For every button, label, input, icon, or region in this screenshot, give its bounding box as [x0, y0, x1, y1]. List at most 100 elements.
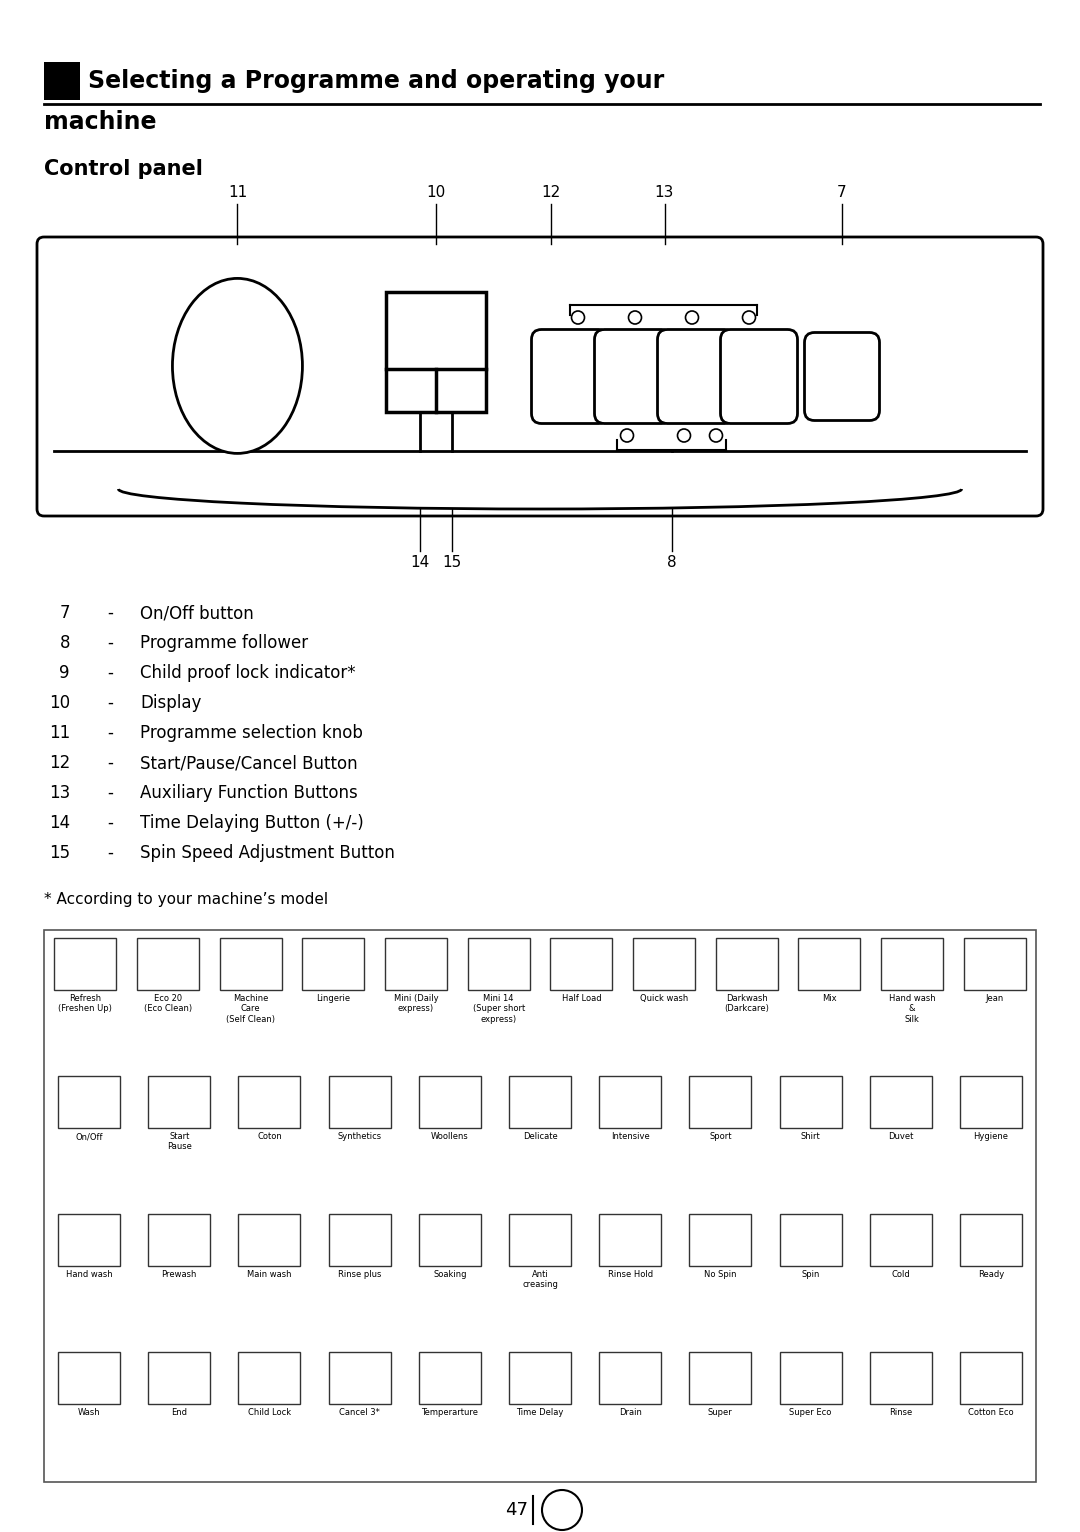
Bar [960, 1213, 1022, 1265]
Bar [509, 1353, 571, 1403]
Text: 11: 11 [49, 725, 70, 741]
Bar [509, 1213, 571, 1265]
Text: 13: 13 [654, 185, 674, 201]
Bar [386, 291, 486, 412]
Bar [780, 1075, 841, 1128]
Text: Synthetics: Synthetics [338, 1132, 381, 1141]
Text: 7: 7 [59, 604, 70, 622]
Bar [419, 1075, 481, 1128]
Text: 10: 10 [49, 694, 70, 712]
Text: On/Off: On/Off [76, 1132, 103, 1141]
Circle shape [710, 429, 723, 443]
Text: Programme selection knob: Programme selection knob [140, 725, 363, 741]
Bar [54, 938, 117, 990]
Text: No Spin: No Spin [704, 1270, 737, 1279]
Text: Anti
creasing: Anti creasing [522, 1270, 558, 1290]
Bar [419, 1213, 481, 1265]
FancyBboxPatch shape [805, 332, 879, 420]
Text: Refresh
(Freshen Up): Refresh (Freshen Up) [58, 994, 112, 1013]
Bar [137, 938, 199, 990]
Text: Time Delay: Time Delay [516, 1408, 564, 1417]
Bar [239, 1075, 300, 1128]
Bar [148, 1075, 211, 1128]
Text: 9: 9 [59, 663, 70, 682]
Bar [58, 1353, 120, 1403]
Text: Cold: Cold [891, 1270, 910, 1279]
Text: Jean: Jean [986, 994, 1003, 1003]
FancyBboxPatch shape [658, 329, 734, 423]
Bar [869, 1353, 932, 1403]
Bar [302, 938, 364, 990]
Text: machine: machine [44, 110, 157, 133]
FancyBboxPatch shape [594, 329, 672, 423]
Text: Lingerie: Lingerie [316, 994, 350, 1003]
FancyBboxPatch shape [531, 329, 608, 423]
Bar [963, 938, 1026, 990]
Text: Half Load: Half Load [562, 994, 602, 1003]
Text: Spin Speed Adjustment Button: Spin Speed Adjustment Button [140, 844, 395, 863]
Circle shape [743, 311, 756, 323]
Ellipse shape [173, 279, 302, 453]
Bar [328, 1075, 391, 1128]
Text: Temperarture: Temperarture [421, 1408, 478, 1417]
Text: Shirt: Shirt [800, 1132, 821, 1141]
Circle shape [571, 311, 584, 323]
Text: Start
Pause: Start Pause [166, 1132, 192, 1152]
Text: Child Lock: Child Lock [248, 1408, 291, 1417]
Bar [239, 1213, 300, 1265]
Circle shape [621, 429, 634, 443]
Bar [239, 1353, 300, 1403]
Bar [468, 938, 529, 990]
Bar [328, 1353, 391, 1403]
Bar [328, 1213, 391, 1265]
Text: Spin: Spin [801, 1270, 820, 1279]
Text: Cancel 3*: Cancel 3* [339, 1408, 380, 1417]
Text: 15: 15 [49, 844, 70, 863]
Text: 7: 7 [837, 185, 847, 201]
Text: Rinse: Rinse [889, 1408, 913, 1417]
Text: Mini 14
(Super short
express): Mini 14 (Super short express) [473, 994, 525, 1023]
Bar [869, 1075, 932, 1128]
Text: * According to your machine’s model: * According to your machine’s model [44, 892, 328, 907]
Text: Quick wash: Quick wash [639, 994, 688, 1003]
Bar [44, 930, 1036, 1481]
Circle shape [542, 1491, 582, 1530]
Bar [219, 938, 282, 990]
Text: 5: 5 [53, 69, 70, 93]
Bar [599, 1353, 661, 1403]
Text: Ready: Ready [977, 1270, 1004, 1279]
Text: -: - [107, 784, 113, 801]
Bar [384, 938, 447, 990]
Bar [419, 1353, 481, 1403]
Text: End: End [172, 1408, 187, 1417]
Bar [798, 938, 861, 990]
Bar [44, 61, 80, 100]
Text: 15: 15 [442, 555, 461, 570]
Text: 14: 14 [49, 813, 70, 832]
Text: Darkwash
(Darkcare): Darkwash (Darkcare) [725, 994, 769, 1013]
Text: Coton: Coton [257, 1132, 282, 1141]
Text: -: - [107, 813, 113, 832]
Text: Wash: Wash [78, 1408, 100, 1417]
Text: 13: 13 [49, 784, 70, 801]
Circle shape [629, 311, 642, 323]
Circle shape [677, 429, 690, 443]
Text: -: - [107, 604, 113, 622]
Text: 11: 11 [228, 185, 247, 201]
Text: Control panel: Control panel [44, 159, 203, 179]
Text: Display: Display [140, 694, 201, 712]
Bar [716, 938, 778, 990]
Bar [780, 1353, 841, 1403]
Text: Sport: Sport [710, 1132, 731, 1141]
FancyBboxPatch shape [720, 329, 797, 423]
Bar [509, 1075, 571, 1128]
Text: Duvet: Duvet [888, 1132, 914, 1141]
Text: Delicate: Delicate [523, 1132, 557, 1141]
Text: -: - [107, 725, 113, 741]
Bar [148, 1213, 211, 1265]
Text: Cotton Eco: Cotton Eco [968, 1408, 1014, 1417]
Text: Super Eco: Super Eco [789, 1408, 832, 1417]
Text: Woollens: Woollens [431, 1132, 469, 1141]
Text: Hand wash: Hand wash [66, 1270, 112, 1279]
Text: Machine
Care
(Self Clean): Machine Care (Self Clean) [226, 994, 275, 1023]
